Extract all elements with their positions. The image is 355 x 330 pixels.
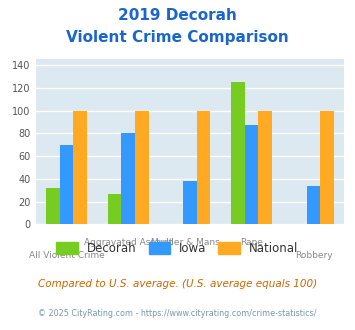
Legend: Decorah, Iowa, National: Decorah, Iowa, National <box>56 242 299 255</box>
Bar <box>46 188 60 224</box>
Bar <box>307 186 320 224</box>
Text: © 2025 CityRating.com - https://www.cityrating.com/crime-statistics/: © 2025 CityRating.com - https://www.city… <box>38 309 317 317</box>
Bar <box>60 145 73 224</box>
Bar <box>73 111 87 224</box>
Bar <box>135 111 148 224</box>
Bar <box>197 111 210 224</box>
Text: Rape: Rape <box>240 238 263 247</box>
Text: 2019 Decorah: 2019 Decorah <box>118 8 237 23</box>
Bar <box>183 181 197 224</box>
Bar <box>320 111 334 224</box>
Text: Robbery: Robbery <box>295 251 332 260</box>
Text: All Violent Crime: All Violent Crime <box>28 251 104 260</box>
Text: Violent Crime Comparison: Violent Crime Comparison <box>66 30 289 45</box>
Bar <box>231 82 245 224</box>
Text: Aggravated Assault: Aggravated Assault <box>84 238 173 247</box>
Bar <box>258 111 272 224</box>
Bar <box>108 194 121 224</box>
Bar <box>245 125 258 224</box>
Text: Murder & Mans...: Murder & Mans... <box>151 238 229 247</box>
Text: Compared to U.S. average. (U.S. average equals 100): Compared to U.S. average. (U.S. average … <box>38 279 317 289</box>
Bar <box>121 133 135 224</box>
